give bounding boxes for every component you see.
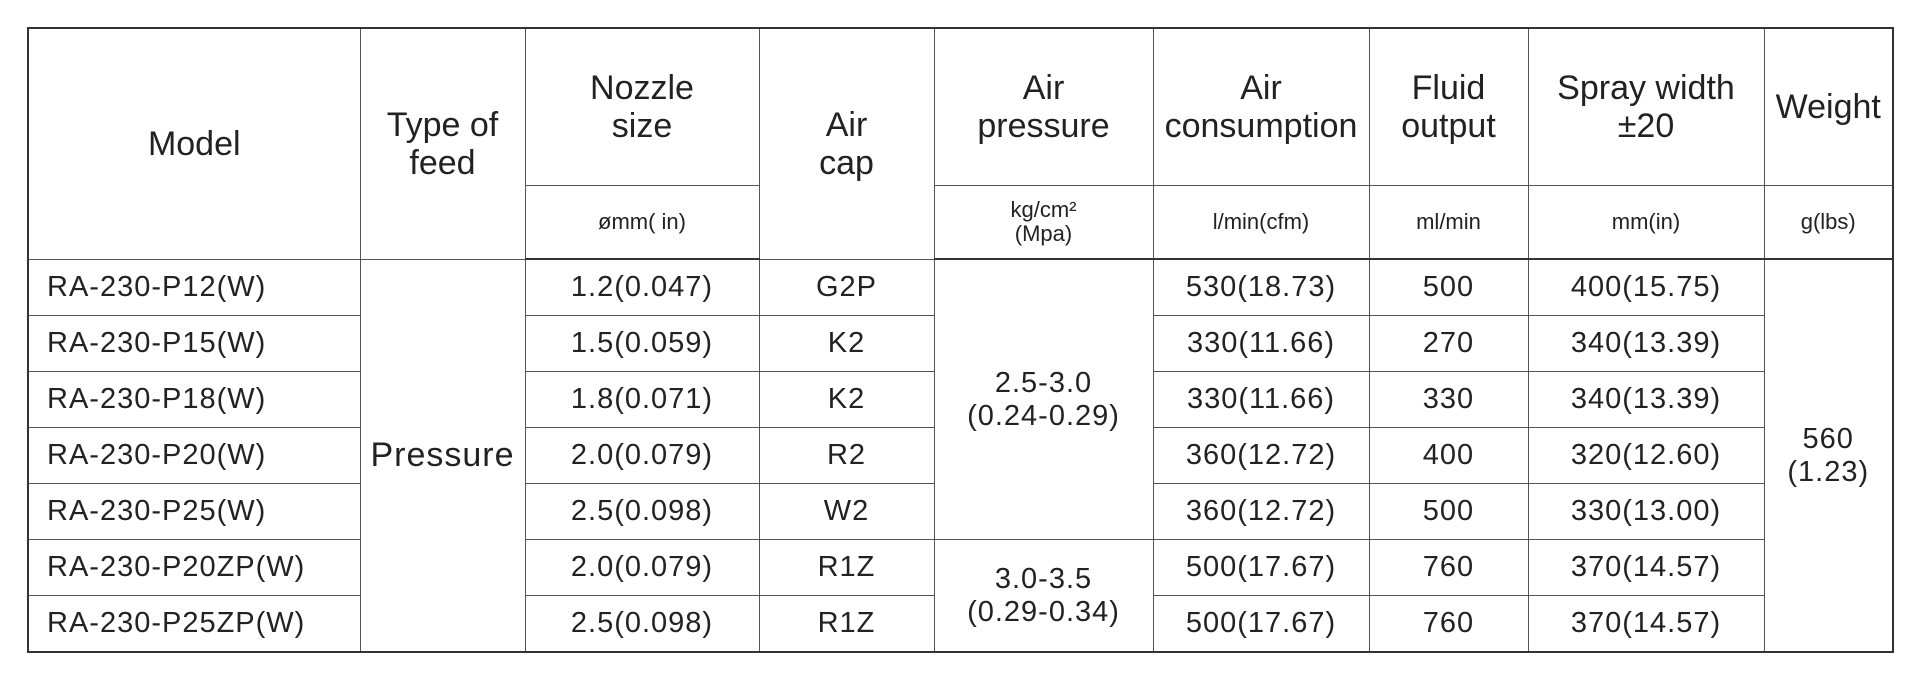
table-cell: Pressure <box>359 258 526 653</box>
table-row: RA-230-P20ZP(W) 2.0(0.079) R1Z 3.0-3.5 (0.2… <box>27 539 1893 653</box>
table-cell: 1.8(0.071) <box>524 371 760 428</box>
table-cell: 760 <box>1368 539 1529 596</box>
table-cell: R1Z <box>758 595 935 653</box>
table-cell: 500 <box>1368 258 1529 316</box>
table-cell: 2.0(0.079) <box>524 539 760 596</box>
table-row: RA-230-P18(W) 1.8(0.071) K2 330(11.66) 330 34… <box>27 371 1893 428</box>
table-cell: W2 <box>758 483 935 540</box>
unit-cell: g(lbs) <box>1763 185 1894 260</box>
header-cell: Weight <box>1763 27 1894 186</box>
table-cell: 340(13.39) <box>1527 371 1765 428</box>
unit-cell: ømm( in) <box>524 185 760 260</box>
table-cell: 760 <box>1368 595 1529 653</box>
table-cell: 270 <box>1368 315 1529 372</box>
table-cell: K2 <box>758 315 935 372</box>
table-cell: 1.2(0.047) <box>524 258 760 316</box>
table-cell: K2 <box>758 371 935 428</box>
table-cell: 330(11.66) <box>1152 315 1370 372</box>
header-cell: Type of feed <box>359 27 526 260</box>
table-cell: 2.5-3.0 (0.24-0.29) <box>933 258 1154 540</box>
header-cell: Air pressure <box>933 27 1154 186</box>
table-cell: RA-230-P25ZP(W) <box>27 595 361 653</box>
table-row: RA-230-P25ZP(W) 2.5(0.098) R1Z 500(17.67) 76… <box>27 595 1893 653</box>
table-cell: G2P <box>758 258 935 316</box>
header-cell: Model <box>27 27 361 260</box>
table-cell: 3.0-3.5 (0.29-0.34) <box>933 539 1154 653</box>
table-cell: 360(12.72) <box>1152 483 1370 540</box>
unit-cell: l/min(cfm) <box>1152 185 1370 260</box>
table-row: RA-230-P20(W) 2.0(0.079) R2 360(12.72) 400 32… <box>27 427 1893 484</box>
table-cell: 360(12.72) <box>1152 427 1370 484</box>
table-cell: 370(14.57) <box>1527 539 1765 596</box>
table-cell: 370(14.57) <box>1527 595 1765 653</box>
header-cell: Spray width ±20 <box>1527 27 1765 186</box>
table-cell: 340(13.39) <box>1527 315 1765 372</box>
table-cell: 500(17.67) <box>1152 595 1370 653</box>
table-cell: 2.5(0.098) <box>524 595 760 653</box>
table-cell: 400(15.75) <box>1527 258 1765 316</box>
table-cell: 500(17.67) <box>1152 539 1370 596</box>
header-cell: Air consumption <box>1152 27 1370 186</box>
table-cell: 330(11.66) <box>1152 371 1370 428</box>
table-cell: 2.0(0.079) <box>524 427 760 484</box>
unit-cell: kg/cm² (Mpa) <box>933 185 1154 260</box>
table-cell: 330(13.00) <box>1527 483 1765 540</box>
table-header: Model Type of feed Nozzle size Air cap A… <box>27 27 1894 260</box>
table-body: RA-230-P12(W) Pressure 1.2(0.047) G2P 2.5-3.… <box>27 258 1894 653</box>
table-cell: R1Z <box>758 539 935 596</box>
unit-cell: ml/min <box>1368 185 1529 260</box>
table-cell: 320(12.60) <box>1527 427 1765 484</box>
table-cell: RA-230-P15(W) <box>27 315 361 372</box>
table-cell: 400 <box>1368 427 1529 484</box>
header-cell: Fluid output <box>1368 27 1529 186</box>
table-row: RA-230-P12(W) Pressure 1.2(0.047) G2P 2.5-3.… <box>27 258 1894 653</box>
table-cell: RA-230-P20(W) <box>27 427 361 484</box>
table-cell: 500 <box>1368 483 1529 540</box>
header-cell: Nozzle size <box>524 27 760 186</box>
table-cell: RA-230-P18(W) <box>27 371 361 428</box>
table-cell: 530(18.73) <box>1152 258 1370 316</box>
unit-cell: mm(in) <box>1527 185 1765 260</box>
table-cell: RA-230-P20ZP(W) <box>27 539 361 596</box>
table-cell: R2 <box>758 427 935 484</box>
table-cell: 330 <box>1368 371 1529 428</box>
table-cell: 2.5(0.098) <box>524 483 760 540</box>
table-cell: RA-230-P25(W) <box>27 483 361 540</box>
table-cell: RA-230-P12(W) <box>27 258 361 316</box>
header-cell: Air cap <box>758 27 935 260</box>
table-cell: 1.5(0.059) <box>524 315 760 372</box>
table-row: RA-230-P25(W) 2.5(0.098) W2 360(12.72) 500 33… <box>27 483 1893 540</box>
spec-table: Model Type of feed Nozzle size Air cap A… <box>27 27 1894 653</box>
table-cell: 560 (1.23) <box>1763 258 1894 653</box>
